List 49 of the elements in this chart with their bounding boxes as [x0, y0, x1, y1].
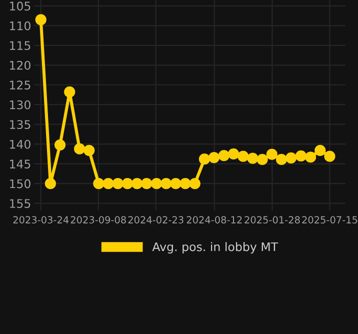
point: [84, 144, 95, 156]
x-tick-label: 2025-07-15: [302, 216, 358, 224]
point: [228, 148, 240, 160]
y-tick-label: 120: [10, 60, 30, 70]
point: [295, 150, 307, 162]
point: [170, 178, 182, 190]
point: [276, 154, 288, 166]
point: [218, 150, 230, 162]
x-tick-label: 2024-08-12: [186, 216, 242, 224]
point: [256, 154, 268, 166]
point: [160, 178, 172, 190]
y-tick-label: 105: [10, 2, 30, 11]
y-tick-label: 125: [10, 80, 30, 90]
x-tick-label: 2024-02-23: [128, 216, 184, 224]
point: [131, 178, 143, 190]
y-tick-label: 135: [10, 120, 30, 130]
y-tick-label: 155: [10, 199, 30, 208]
point: [266, 148, 278, 160]
x-tick-label: 2023-09-08: [70, 216, 126, 224]
point: [180, 178, 191, 190]
y-tick-label: 110: [10, 21, 30, 30]
point: [93, 178, 104, 190]
point: [247, 152, 258, 164]
x-tick-label: 2023-03-24: [13, 216, 69, 224]
point: [238, 150, 249, 162]
point: [35, 14, 46, 26]
y-tick-label: 130: [10, 100, 30, 110]
point: [102, 178, 114, 190]
point: [314, 144, 326, 156]
point: [285, 152, 297, 164]
point: [44, 178, 56, 190]
y-tick-label: 145: [10, 160, 30, 168]
point: [122, 178, 134, 190]
point: [189, 178, 200, 190]
point: [74, 143, 86, 154]
point: [305, 152, 316, 163]
y-tick-label: 115: [10, 41, 30, 50]
legend-label: Avg. pos. in lobby MT: [152, 242, 278, 254]
point: [141, 178, 152, 190]
point: [324, 150, 336, 162]
point: [198, 154, 210, 165]
y-tick-label: 140: [10, 140, 30, 149]
y-tick-label: 150: [10, 179, 30, 188]
point: [112, 178, 124, 190]
point: [54, 139, 66, 150]
point: [208, 152, 220, 164]
point: [64, 86, 76, 98]
point: [150, 178, 162, 190]
x-tick-label: 2025-01-28: [244, 216, 300, 224]
